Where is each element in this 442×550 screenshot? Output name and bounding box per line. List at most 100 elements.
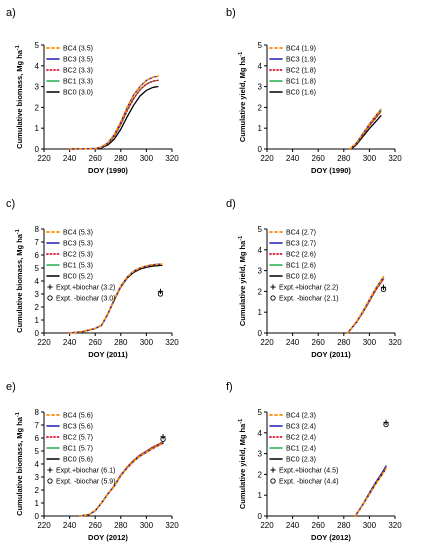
y-tick-label: 5: [258, 41, 263, 50]
x-tick-label: 280: [337, 338, 351, 347]
legend-label: BC2 (2.4): [286, 435, 316, 442]
x-tick-label: 240: [286, 338, 300, 347]
x-tick-label: 240: [63, 521, 77, 530]
legend-label: BC1 (5.7): [63, 446, 93, 453]
x-tick-label: 240: [286, 521, 300, 530]
legend-label: BC0 (2.3): [286, 457, 316, 464]
y-tick-label: 0: [35, 512, 40, 521]
y-tick-label: 0: [35, 145, 40, 154]
x-tick-label: 280: [114, 154, 128, 163]
y-axis-title: Cumulative biomass, Mg ha-1: [15, 412, 24, 516]
x-tick-label: 320: [388, 338, 402, 347]
y-tick-label: 7: [35, 421, 40, 430]
legend-label: BC1 (2.6): [286, 263, 316, 270]
y-axis-title: Cumulative yield, Mg ha-1: [238, 419, 247, 509]
y-tick-label: 2: [258, 103, 263, 112]
legend-label: BC2 (3.3): [63, 68, 93, 75]
x-tick-label: 320: [388, 154, 402, 163]
legend-label: Expt.+biochar (3.2): [56, 285, 115, 292]
x-axis-title: DOY (1990): [311, 166, 351, 175]
y-axis-title: Cumulative yield, Mg ha-1: [238, 236, 247, 326]
legend-label: BC4 (1.9): [286, 46, 316, 53]
x-tick-label: 280: [337, 154, 351, 163]
x-tick-label: 260: [312, 338, 326, 347]
legend-label: BC4 (2.3): [286, 413, 316, 420]
legend-marker: [270, 284, 276, 290]
legend-label: Expt.+biochar (6.1): [56, 468, 115, 475]
y-tick-label: 5: [35, 447, 40, 456]
panel-e: e) 220 240 260 280 300 320 0 1 2 3 4 5 6 7 8 DOY (2012) C…: [6, 381, 179, 542]
x-tick-label: 300: [140, 154, 154, 163]
y-tick-label: 6: [35, 251, 40, 260]
y-tick-label: 8: [35, 408, 40, 417]
legend-label: BC3 (5.3): [63, 241, 93, 248]
x-tick-label: 260: [89, 338, 103, 347]
x-tick-label: 280: [114, 338, 128, 347]
y-tick-label: 3: [35, 473, 40, 482]
series-line-bc4: [68, 263, 163, 334]
y-axis-title: Cumulative yield, Mg ha-1: [238, 52, 247, 142]
x-tick-label: 220: [260, 521, 274, 530]
legend-label: Expt. -biochar (3.0): [56, 296, 116, 303]
legend-marker: [270, 467, 276, 473]
y-tick-label: 3: [35, 290, 40, 299]
x-axis-title: DOY (2011): [88, 350, 128, 359]
legend-label: Expt. -biochar (2.1): [279, 296, 339, 303]
legend-label: Expt.+biochar (4.5): [279, 468, 338, 475]
y-tick-label: 3: [258, 450, 263, 459]
x-tick-label: 320: [165, 521, 179, 530]
legend-label: BC4 (2.7): [286, 230, 316, 237]
x-tick-label: 300: [363, 521, 377, 530]
x-tick-label: 300: [363, 154, 377, 163]
panel-c: c) 220 240 260 280 300 320 0 1 2 3 4 5 6 7 8 DOY (2011) C…: [6, 198, 179, 359]
legend-label: BC1 (3.3): [63, 79, 93, 86]
panel-letter: e): [6, 381, 16, 393]
legend-label: BC2 (5.3): [63, 252, 93, 259]
x-tick-label: 280: [114, 521, 128, 530]
series-line-bc4: [346, 276, 385, 334]
y-tick-label: 2: [35, 303, 40, 312]
observed-circle-marker: [380, 286, 387, 292]
legend-label: BC3 (3.5): [63, 57, 93, 64]
x-tick-label: 320: [388, 521, 402, 530]
observed-circle-marker: [160, 436, 166, 442]
y-tick-label: 7: [35, 238, 40, 247]
y-tick-label: 4: [258, 429, 263, 438]
legend-label: BC2 (1.8): [286, 68, 316, 75]
x-tick-label: 240: [63, 154, 77, 163]
y-tick-label: 4: [35, 277, 40, 286]
legend-label: Expt. -biochar (5.9): [56, 479, 116, 486]
x-tick-label: 220: [260, 338, 274, 347]
panel-letter: b): [226, 7, 236, 19]
y-tick-label: 0: [258, 512, 263, 521]
x-tick-label: 260: [312, 521, 326, 530]
legend-label: BC2 (2.6): [286, 252, 316, 259]
x-tick-label: 220: [37, 154, 51, 163]
y-tick-label: 3: [258, 83, 263, 92]
series-line-bc3: [68, 75, 159, 150]
legend-label: BC3 (2.4): [286, 424, 316, 431]
y-tick-label: 2: [258, 470, 263, 479]
legend-label: BC3 (1.9): [286, 57, 316, 64]
legend-marker: [47, 467, 53, 473]
x-tick-label: 220: [37, 338, 51, 347]
observed-circle-marker: [383, 421, 389, 428]
x-tick-label: 260: [312, 154, 326, 163]
legend-label: BC3 (2.7): [286, 241, 316, 248]
y-tick-label: 5: [35, 41, 40, 50]
legend-label: BC1 (1.8): [286, 79, 316, 86]
y-tick-label: 1: [258, 308, 263, 317]
panel-a: a) 220 240 260 280 300 320 0 1 2 3 4 5 DOY (1990) Cumu…: [6, 7, 179, 175]
panel-b: b) 220 240 260 280 300 320 0 1 2 3 4 5 DOY (1990) Cumu…: [226, 7, 402, 175]
x-tick-label: 300: [140, 521, 154, 530]
legend-label: BC4 (5.6): [63, 413, 93, 420]
x-tick-label: 260: [89, 521, 103, 530]
panel-letter: c): [6, 198, 15, 210]
x-axis-title: DOY (2012): [88, 533, 128, 542]
series-line-bc4: [354, 467, 387, 517]
series-line-bc4: [349, 108, 382, 150]
y-tick-label: 4: [258, 246, 263, 255]
legend-label: BC4 (5.3): [63, 230, 93, 237]
legend-marker: [47, 478, 53, 484]
x-tick-label: 320: [165, 338, 179, 347]
